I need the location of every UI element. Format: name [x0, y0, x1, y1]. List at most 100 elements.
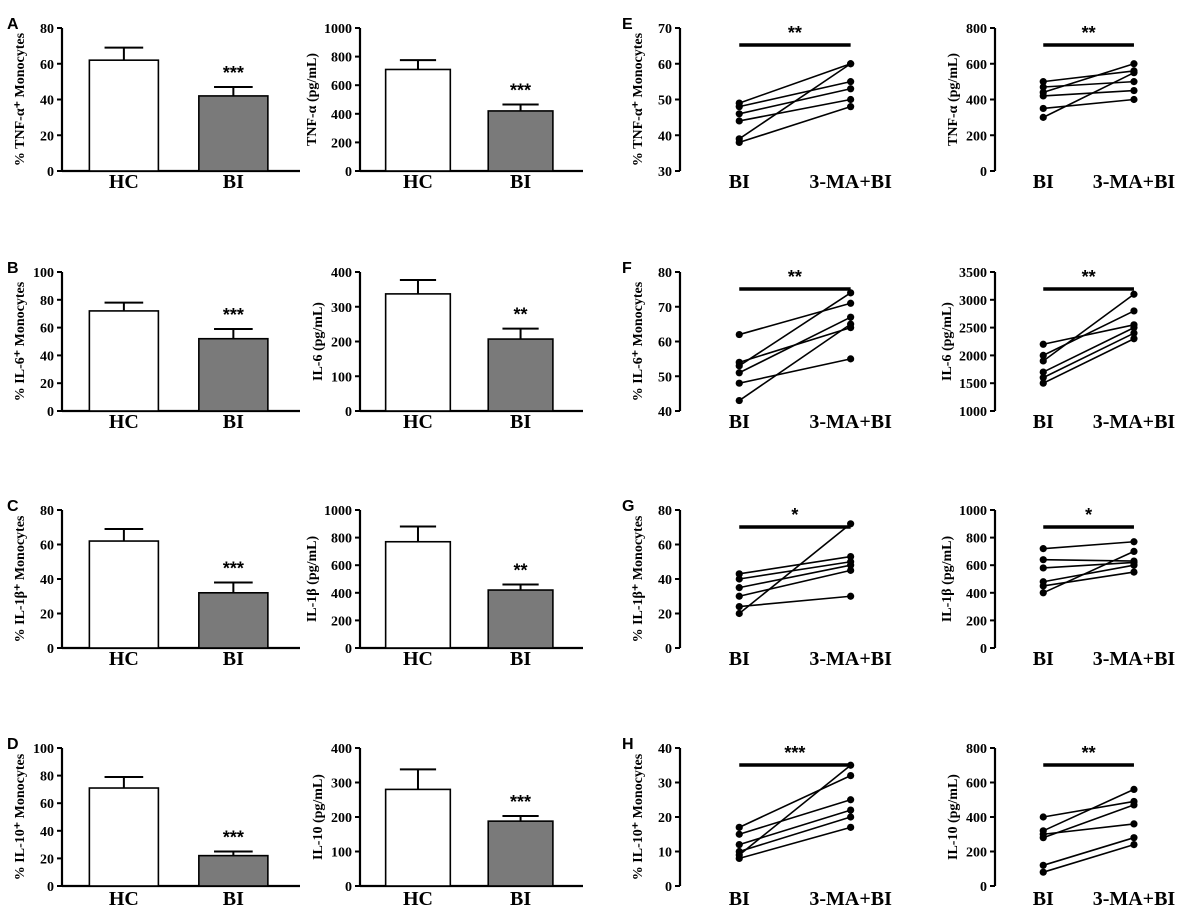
- point-3-MA+BI: [847, 558, 855, 566]
- x-category-label: BI: [729, 171, 750, 193]
- y-tick-label: 60: [658, 336, 672, 351]
- y-tick-label: 2000: [959, 349, 987, 364]
- x-category-label: 3-MA+BI: [1093, 888, 1176, 910]
- paired-line-6: [1043, 800, 1135, 818]
- y-tick-label: 100: [33, 266, 54, 281]
- point-BI: [1039, 379, 1047, 387]
- y-tick-label: 200: [966, 129, 987, 144]
- y-tick-label: 0: [345, 165, 352, 180]
- point-3-MA+BI: [1130, 329, 1138, 337]
- paired-line-3: [739, 569, 851, 598]
- paired-line-6: [1043, 540, 1135, 550]
- bar-BI: [198, 95, 269, 172]
- paired-line-5: [739, 80, 851, 108]
- paired-line-1: [739, 826, 851, 860]
- y-axis-label: % IL-6⁺ Monocytes: [13, 281, 28, 401]
- point-3-MA+BI: [1130, 321, 1138, 329]
- paired-line-3: [739, 98, 851, 122]
- y-tick-label: 1000: [324, 22, 352, 37]
- y-tick-label: 80: [40, 22, 54, 37]
- y-tick-label: 0: [665, 880, 672, 895]
- x-category-label: 3-MA+BI: [809, 411, 892, 433]
- y-axis-label: % IL-1β⁺ Monocytes: [631, 515, 646, 642]
- x-category-label: 3-MA+BI: [809, 888, 892, 910]
- y-tick-label: 40: [40, 349, 54, 364]
- x-category-label: HC: [109, 888, 139, 910]
- point-3-MA+BI: [847, 772, 855, 780]
- point-3-MA+BI: [847, 355, 855, 363]
- point-3-MA+BI: [1130, 538, 1138, 546]
- paired-line-4: [739, 809, 851, 846]
- y-tick-label: 20: [658, 608, 672, 623]
- x-category-label: BI: [1033, 171, 1054, 193]
- y-tick-label: 300: [331, 301, 352, 316]
- significance-stars: ***: [223, 63, 244, 83]
- point-BI: [735, 847, 743, 856]
- paired-line-5: [1043, 558, 1134, 562]
- bar-HC: [384, 68, 452, 172]
- bar-BI: [487, 110, 554, 172]
- y-tick-label: 200: [966, 614, 987, 629]
- paired-line-3: [1042, 326, 1135, 373]
- y-tick-label: 600: [331, 559, 352, 574]
- bar-HC: [88, 310, 160, 412]
- significance-stars: **: [1082, 267, 1096, 287]
- panel-F-left: F 40 50 60 70 80 % IL-6⁺ Monocytes BI 3-MA+BI **: [622, 260, 892, 433]
- bar-BI: [487, 338, 554, 412]
- y-tick-label: 3500: [959, 266, 987, 281]
- paired-line-1: [738, 523, 852, 615]
- y-tick-label: 100: [33, 742, 54, 757]
- point-BI: [735, 99, 743, 107]
- y-tick-label: 60: [40, 322, 54, 337]
- paired-line-2: [739, 595, 851, 608]
- point-BI: [735, 379, 743, 387]
- bar-BI: [198, 854, 269, 887]
- paired-line-5: [1042, 788, 1135, 832]
- y-tick-label: 60: [658, 539, 672, 554]
- point-BI: [735, 830, 743, 838]
- paired-line-5: [739, 798, 851, 836]
- x-category-label: HC: [403, 411, 433, 433]
- point-BI: [735, 823, 743, 831]
- paired-line-5: [1042, 310, 1135, 357]
- paired-line-1: [738, 323, 852, 402]
- paired-line-3: [739, 816, 851, 853]
- y-tick-label: 40: [658, 573, 672, 588]
- y-tick-label: 1500: [959, 377, 987, 392]
- y-tick-label: 1000: [959, 504, 987, 519]
- x-category-label: BI: [1033, 411, 1054, 433]
- y-tick-label: 0: [665, 642, 672, 657]
- point-3-MA+BI: [1130, 78, 1138, 86]
- x-category-label: HC: [109, 648, 139, 670]
- panel-F-right: 1000 1500 2000 2500 3000 3500 IL-6 (pg/mL) BI 3-…: [940, 266, 1175, 433]
- y-axis-label: IL-6 (pg/mL): [940, 302, 955, 381]
- y-tick-label: 60: [658, 58, 672, 73]
- y-tick-label: 0: [345, 405, 352, 420]
- x-category-label: BI: [1033, 888, 1054, 910]
- point-3-MA+BI: [847, 78, 855, 86]
- point-3-MA+BI: [847, 823, 855, 831]
- y-tick-label: 800: [966, 742, 987, 757]
- point-BI: [1039, 340, 1047, 348]
- significance-stars: ***: [510, 81, 531, 101]
- point-BI: [1039, 368, 1047, 376]
- panel-H-left: H 0 10 20 30 40 % IL-10⁺ Monocytes BI 3-MA+BI ***: [622, 736, 892, 910]
- point-BI: [735, 110, 743, 118]
- paired-line-4: [739, 564, 851, 589]
- y-tick-label: 400: [331, 742, 352, 757]
- panel-E-right: 0 200 400 600 800 TNF-α (pg/mL) BI 3-MA+BI **: [946, 22, 1175, 193]
- x-category-label: HC: [403, 888, 433, 910]
- panel-label: A: [7, 16, 19, 33]
- paired-line-4: [1043, 823, 1135, 836]
- panel-label: E: [622, 16, 633, 33]
- y-tick-label: 60: [40, 539, 54, 554]
- point-BI: [735, 358, 743, 366]
- significance-stars: **: [1082, 743, 1096, 763]
- y-tick-label: 80: [40, 770, 54, 785]
- y-axis-label: % IL-10⁺ Monocytes: [631, 753, 646, 880]
- x-category-label: HC: [403, 648, 433, 670]
- x-category-label: BI: [1033, 648, 1054, 670]
- y-tick-label: 400: [331, 587, 352, 602]
- point-BI: [735, 603, 743, 611]
- paired-line-2: [738, 764, 852, 856]
